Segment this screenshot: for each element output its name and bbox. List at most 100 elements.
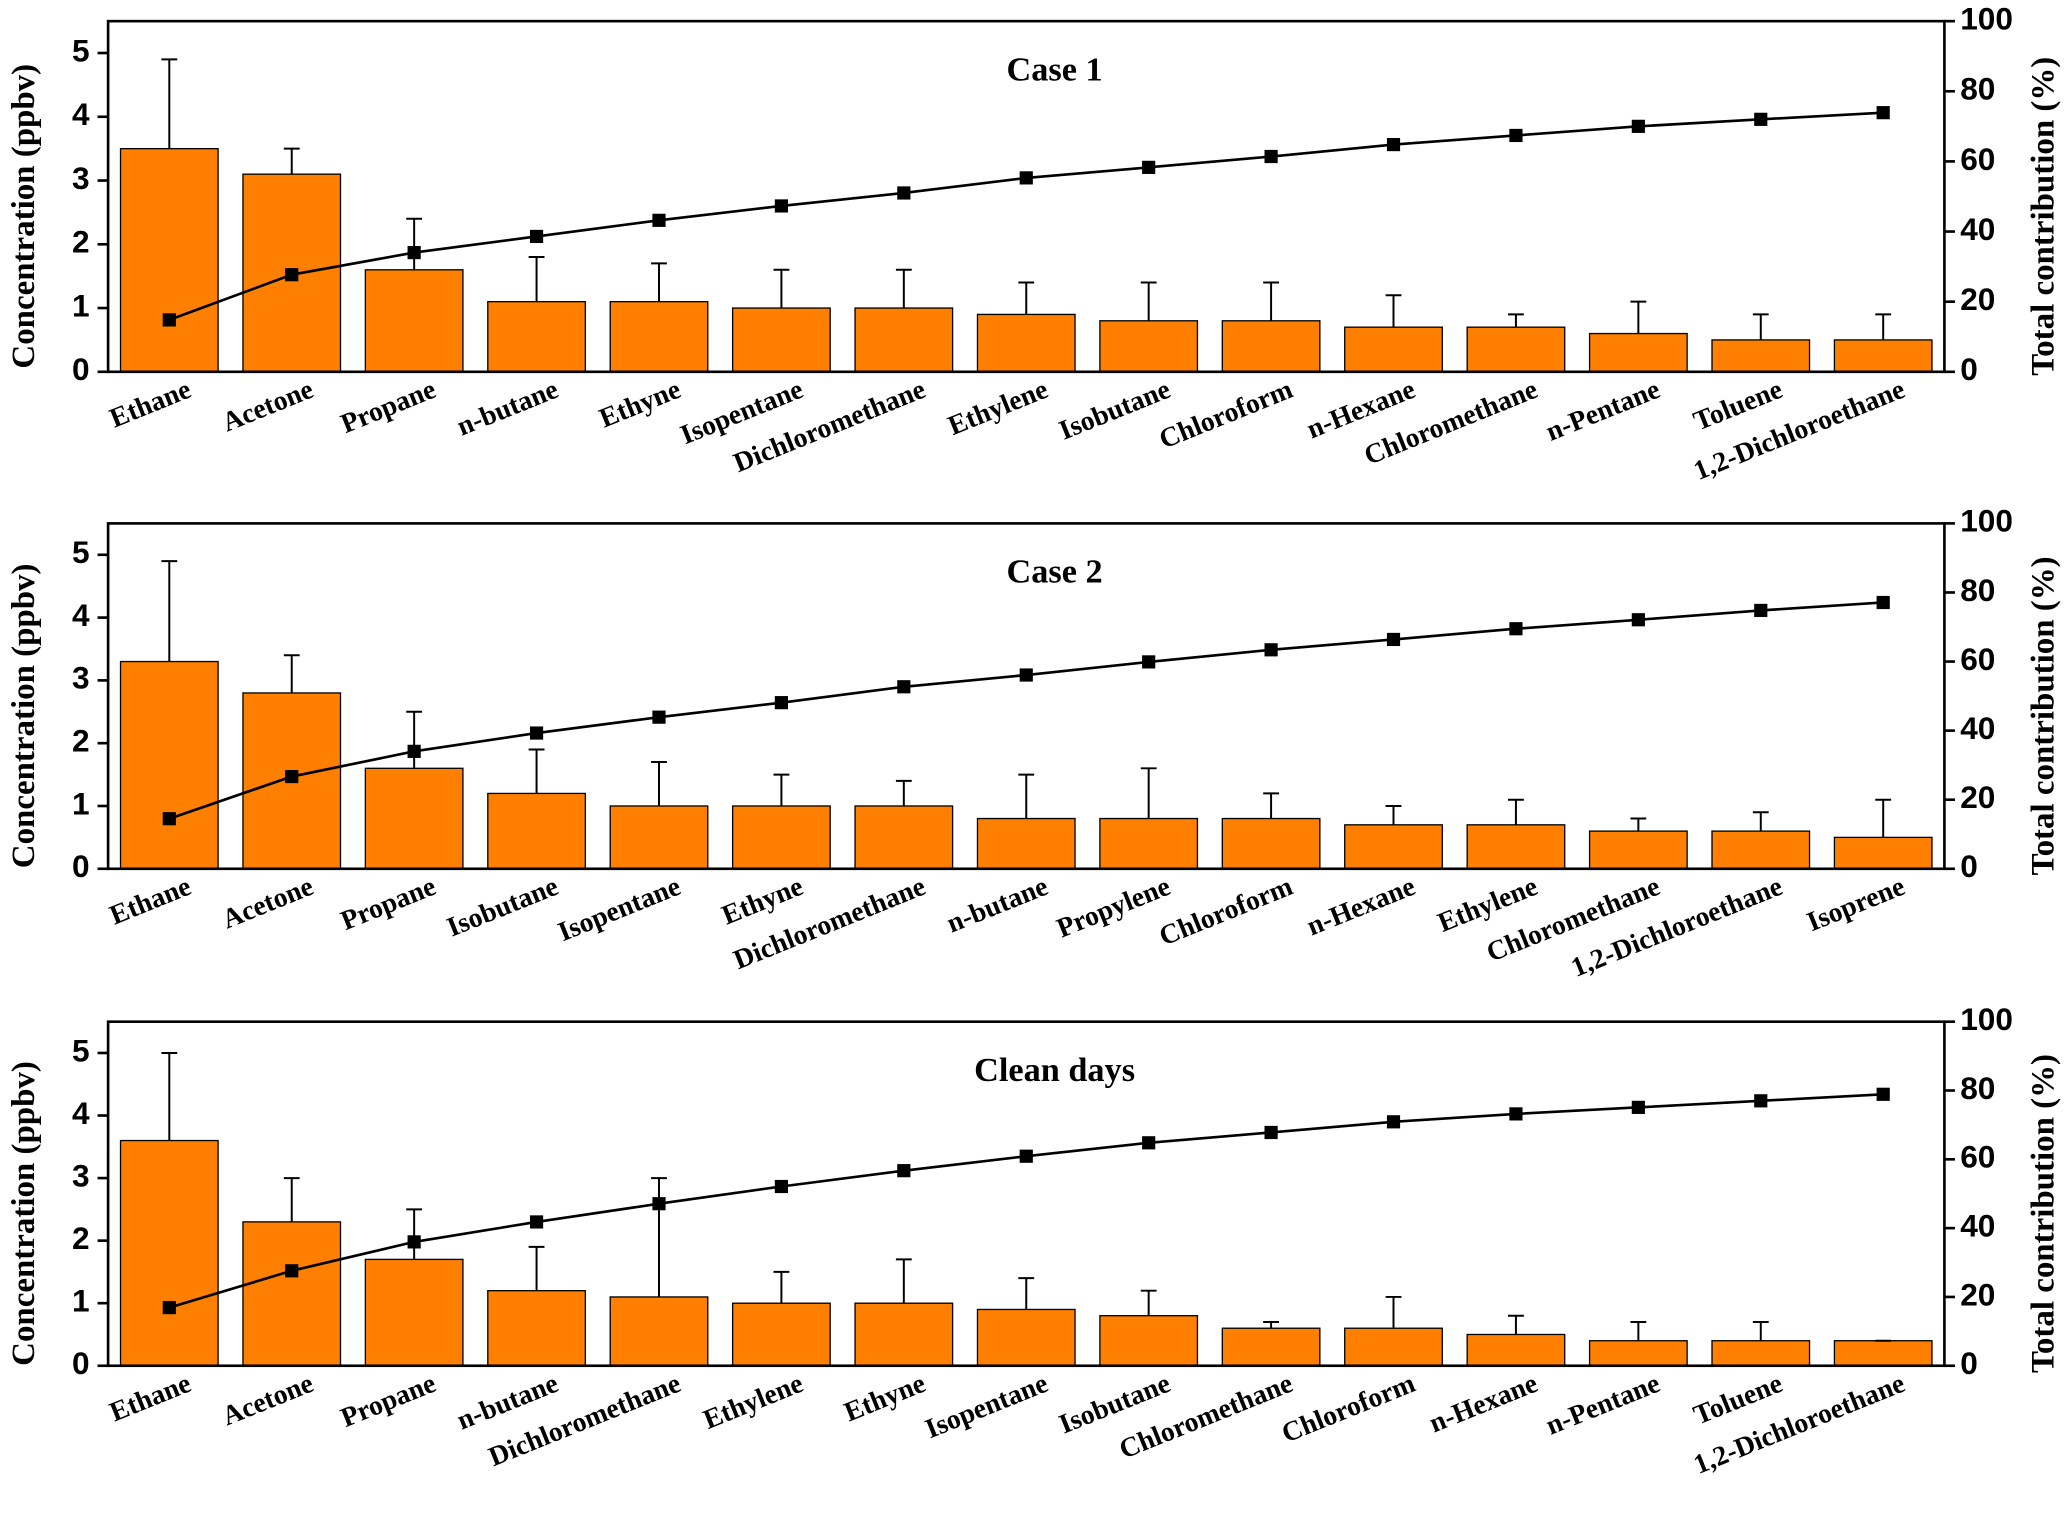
bar xyxy=(976,313,1076,373)
error-bar xyxy=(1630,300,1647,334)
error-bar xyxy=(1385,294,1402,328)
cumulative-marker xyxy=(1876,1087,1890,1101)
cumulative-marker xyxy=(1509,1107,1523,1121)
error-bar xyxy=(1630,817,1647,832)
cumulative-marker xyxy=(1509,622,1523,636)
bar xyxy=(1588,332,1688,373)
panel: Ethane Acetone Propane n-butaneDichlorometh… xyxy=(6,1001,2062,1480)
y2-tick-label: 0 xyxy=(1960,351,1978,387)
y-tick-label: 2 xyxy=(72,1220,90,1256)
error-bar xyxy=(1752,1320,1769,1341)
cumulative-marker xyxy=(1754,1094,1768,1108)
cumulative-marker xyxy=(285,1264,299,1278)
x-tick-label: n-Pentane xyxy=(1541,373,1664,447)
error-bar xyxy=(406,217,423,270)
bar xyxy=(1833,339,1933,373)
y-tick-label: 5 xyxy=(72,32,90,68)
y-tick-label: 4 xyxy=(72,96,90,132)
bar xyxy=(364,269,464,373)
error-bar xyxy=(1752,811,1769,832)
cumulative-marker xyxy=(774,696,788,710)
x-tick-label: Isopentane xyxy=(553,870,684,947)
cumulative-marker xyxy=(1509,128,1523,143)
error-bar xyxy=(1018,1277,1035,1310)
cumulative-marker xyxy=(1386,1115,1401,1129)
x-tick-label: Ethyne xyxy=(595,373,685,433)
cumulative-marker xyxy=(1876,595,1890,610)
y2-axis-label: Total contribution (%) xyxy=(2025,556,2061,875)
error-bar xyxy=(1508,313,1524,328)
bar xyxy=(731,1302,831,1367)
cumulative-marker xyxy=(1386,137,1401,152)
bar xyxy=(731,805,831,870)
cumulative-marker xyxy=(1386,632,1401,647)
x-tick-label: Isopentane xyxy=(921,1367,1052,1444)
chart-title: Case 1 xyxy=(1007,50,1103,88)
y2-tick-label: 60 xyxy=(1960,1139,1995,1175)
error-bar xyxy=(161,58,178,149)
cumulative-marker xyxy=(1264,149,1278,164)
error-bar xyxy=(1875,798,1892,838)
cumulative-marker xyxy=(1631,119,1645,133)
y-axis-label: Concentration (ppbv) xyxy=(6,64,42,369)
error-bar xyxy=(1140,767,1157,819)
y-tick-label: 1 xyxy=(72,287,90,323)
cumulative-marker xyxy=(529,726,544,740)
x-tick-label: 1,2-Dichloroethane xyxy=(1689,373,1909,486)
error-bar xyxy=(528,1245,545,1291)
cumulative-marker xyxy=(1264,643,1278,657)
cumulative-marker xyxy=(1754,112,1768,126)
cumulative-marker xyxy=(407,1235,421,1249)
y-tick-label: 5 xyxy=(72,534,90,570)
x-tick-label: Propane xyxy=(336,1367,440,1433)
error-bar xyxy=(1385,804,1402,825)
y-tick-label: 3 xyxy=(72,1157,90,1193)
cumulative-marker xyxy=(1142,160,1156,174)
x-tick-label: Propane xyxy=(336,373,440,439)
chart-title: Case 2 xyxy=(1007,553,1103,591)
bar xyxy=(976,1308,1076,1367)
error-bar xyxy=(773,773,790,806)
plot-frame xyxy=(106,19,1946,374)
y2-tick-label: 60 xyxy=(1960,141,1995,177)
error-bar xyxy=(161,1051,178,1141)
y2-tick-label: 40 xyxy=(1960,1207,1995,1243)
error-bar xyxy=(651,761,667,806)
bar xyxy=(242,1221,342,1367)
y2-tick-label: 80 xyxy=(1960,1070,1995,1106)
error-bar xyxy=(1263,792,1279,819)
y-tick-label: 4 xyxy=(72,1095,90,1131)
cumulative-marker xyxy=(652,710,666,724)
cumulative-marker xyxy=(407,744,421,758)
cumulative-marker xyxy=(897,680,911,694)
x-tick-label: Propylene xyxy=(1052,870,1174,943)
bar xyxy=(119,1139,219,1367)
x-tick-label: n-butane xyxy=(942,870,1052,938)
x-tick-label: Acetone xyxy=(217,373,317,437)
bar xyxy=(1344,326,1443,373)
x-tick-label: Ethylene xyxy=(943,373,1052,441)
bar xyxy=(1711,1340,1811,1367)
error-bar xyxy=(895,779,912,806)
plot-frame xyxy=(106,1020,1946,1368)
y2-tick-label: 100 xyxy=(1960,503,2013,539)
error-bar xyxy=(283,654,300,693)
bar xyxy=(364,1258,464,1367)
cumulative-marker xyxy=(652,213,666,227)
error-bar xyxy=(1508,798,1524,825)
bar xyxy=(1466,824,1566,870)
bar xyxy=(1344,824,1443,870)
y2-tick-label: 100 xyxy=(1960,1001,2013,1037)
error-bar xyxy=(1263,281,1279,321)
error-bar xyxy=(1875,313,1892,340)
y2-tick-label: 100 xyxy=(1960,1,2013,37)
y2-axis-label: Total contribution (%) xyxy=(2025,1054,2061,1373)
y-tick-label: 3 xyxy=(72,660,90,696)
cumulative-marker xyxy=(285,769,299,784)
y2-tick-label: 80 xyxy=(1960,71,1995,107)
bar xyxy=(1466,326,1566,373)
error-bar xyxy=(528,256,545,302)
plot-frame xyxy=(106,522,1946,871)
y2-tick-label: 20 xyxy=(1960,779,1995,815)
